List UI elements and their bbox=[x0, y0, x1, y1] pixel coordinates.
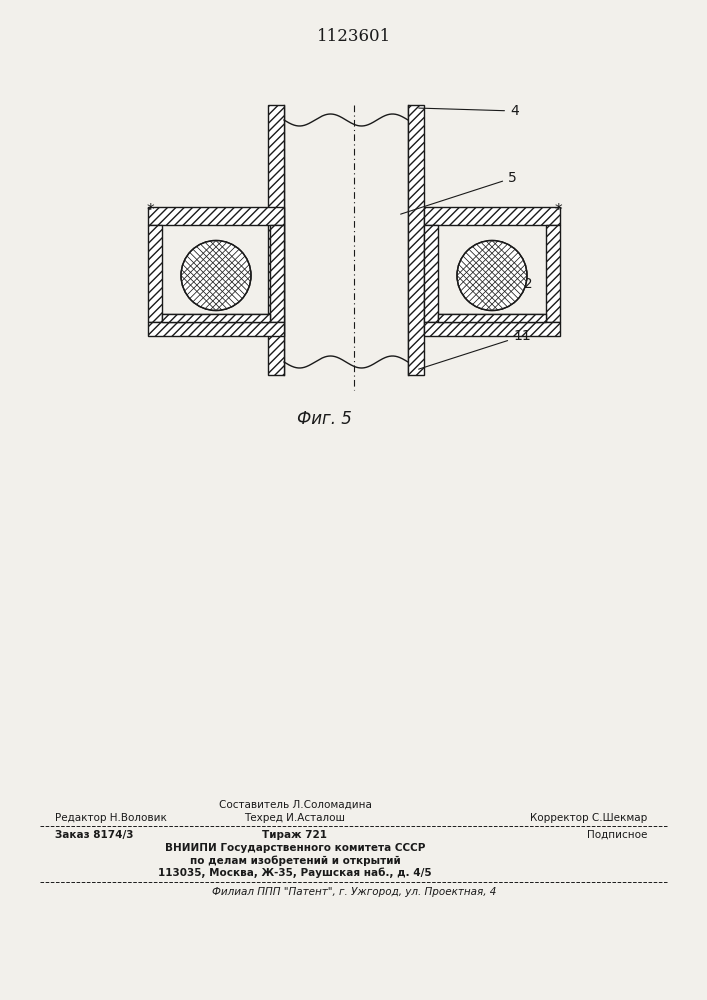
Bar bbox=[162, 314, 270, 322]
Text: 1123601: 1123601 bbox=[317, 28, 391, 45]
Bar bbox=[408, 105, 424, 375]
Bar bbox=[438, 314, 546, 322]
Text: ВНИИПИ Государственного комитета СССР: ВНИИПИ Государственного комитета СССР bbox=[165, 843, 425, 853]
Text: Техред И.Асталош: Техред И.Асталош bbox=[245, 813, 346, 823]
Text: *: * bbox=[554, 204, 562, 219]
Bar bbox=[162, 314, 270, 322]
Circle shape bbox=[457, 240, 527, 310]
Bar bbox=[270, 225, 284, 322]
Text: Редактор Н.Воловик: Редактор Н.Воловик bbox=[55, 813, 167, 823]
Bar bbox=[424, 207, 560, 225]
Bar bbox=[424, 322, 560, 336]
Text: Корректор С.Шекмар: Корректор С.Шекмар bbox=[530, 813, 647, 823]
Text: Составитель Л.Соломадина: Составитель Л.Соломадина bbox=[218, 800, 371, 810]
Text: Фиг. 5: Фиг. 5 bbox=[296, 410, 351, 428]
Bar bbox=[424, 225, 438, 322]
Bar bbox=[546, 225, 560, 322]
Text: Заказ 8174/3: Заказ 8174/3 bbox=[55, 830, 134, 840]
Text: Филиал ППП "Патент", г. Ужгород, ул. Проектная, 4: Филиал ППП "Патент", г. Ужгород, ул. Про… bbox=[212, 887, 496, 897]
Bar bbox=[268, 105, 284, 375]
Circle shape bbox=[181, 240, 251, 310]
Bar bbox=[148, 207, 284, 225]
Text: 12: 12 bbox=[515, 270, 532, 291]
Text: *: * bbox=[146, 204, 154, 219]
Text: 113035, Москва, Ж-35, Раушская наб., д. 4/5: 113035, Москва, Ж-35, Раушская наб., д. … bbox=[158, 867, 432, 878]
Text: Подписное: Подписное bbox=[587, 830, 647, 840]
Text: 5: 5 bbox=[401, 171, 517, 214]
Bar bbox=[148, 225, 162, 322]
Text: по делам изобретений и открытий: по делам изобретений и открытий bbox=[189, 855, 400, 865]
Bar bbox=[438, 314, 546, 322]
Text: Тираж 721: Тираж 721 bbox=[262, 830, 327, 840]
Text: 11: 11 bbox=[419, 329, 531, 369]
Bar bbox=[148, 322, 284, 336]
Text: 4: 4 bbox=[419, 104, 519, 118]
